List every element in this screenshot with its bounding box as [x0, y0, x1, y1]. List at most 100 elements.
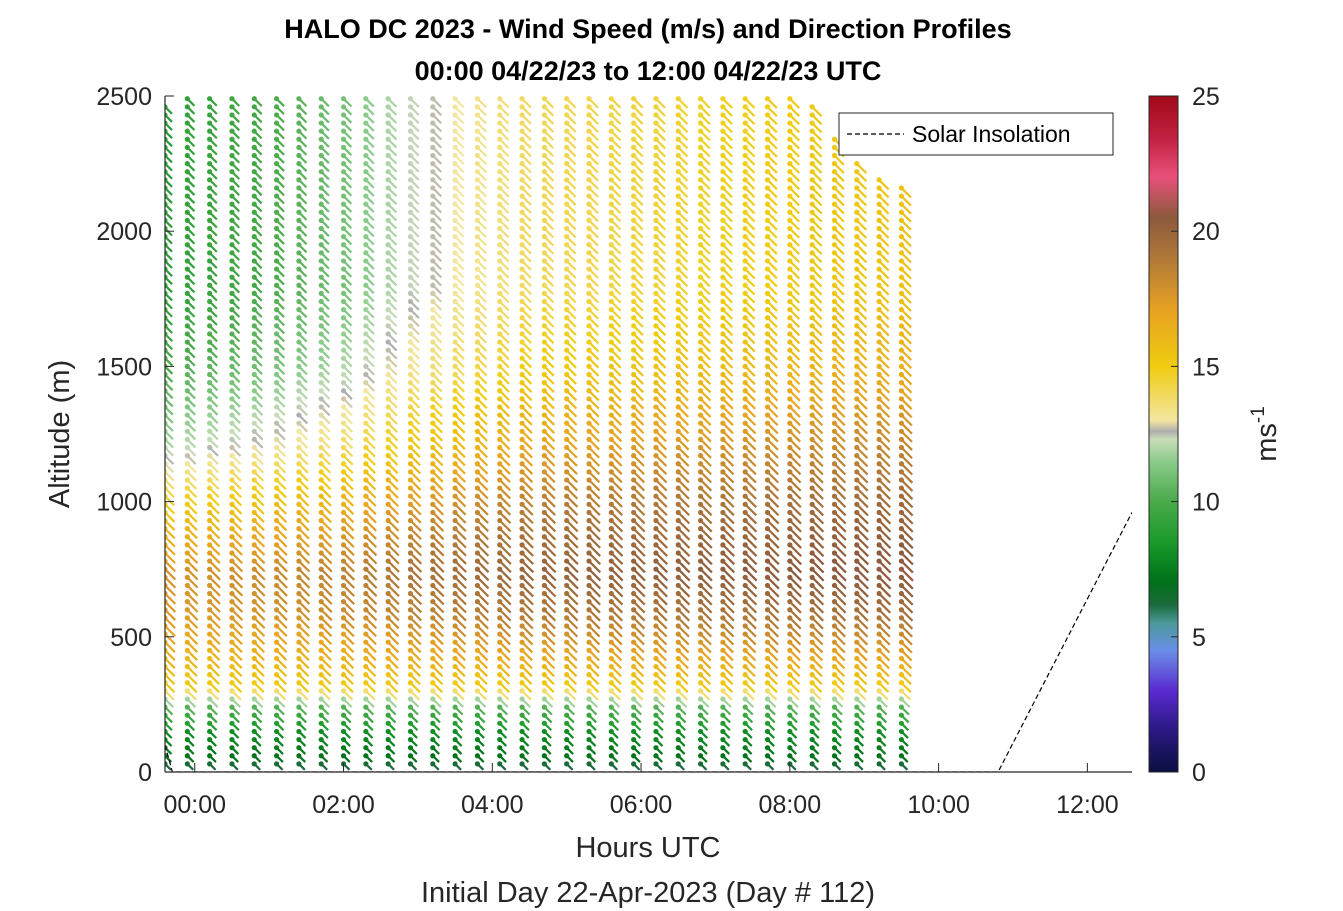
wind-barb-point [787, 307, 793, 313]
wind-barb-point [764, 323, 771, 329]
wind-barb-point [720, 745, 726, 751]
wind-barb-point [519, 753, 525, 759]
wind-barb-point [653, 599, 659, 605]
wind-barb-point [452, 607, 458, 613]
wind-barb-point [764, 347, 771, 353]
wind-barb-point [608, 453, 614, 459]
wind-barb-point [787, 736, 793, 743]
wind-barb-point [385, 436, 391, 443]
wind-barb-point [519, 266, 525, 272]
wind-barb-point [273, 193, 280, 199]
wind-barb-point [608, 331, 614, 337]
wind-barb-point [675, 274, 681, 280]
wind-barb-point [519, 104, 525, 110]
wind-barb-point [452, 761, 458, 767]
wind-barb-point [184, 112, 190, 118]
wind-barb-point [809, 655, 815, 662]
wind-barb-point [363, 590, 369, 597]
wind-barb-point [519, 501, 525, 507]
wind-barb-point [764, 185, 771, 191]
wind-barb-point [207, 282, 213, 288]
wind-barb-point [452, 590, 458, 597]
wind-barb-point [497, 485, 503, 491]
wind-barb-point [675, 534, 681, 540]
wind-barb-point [631, 745, 637, 751]
wind-barb-point [697, 615, 704, 621]
wind-barb-point [184, 477, 190, 483]
wind-barb-point [764, 712, 771, 718]
wind-barb-point [207, 680, 213, 686]
wind-barb-point [742, 282, 748, 288]
wind-barb-point [229, 745, 235, 751]
wind-barb-point [653, 720, 659, 726]
wind-barb-point [653, 509, 659, 516]
wind-barb-point [318, 161, 324, 167]
wind-barb-point [608, 371, 614, 378]
wind-barb-point [720, 607, 726, 613]
wind-barb-point [318, 558, 324, 564]
wind-barb-point [229, 380, 235, 386]
wind-barb-shaft [565, 527, 579, 541]
wind-barb-point [474, 169, 481, 175]
wind-barb-point [586, 152, 592, 159]
wind-barb-point [340, 607, 347, 613]
wind-barb-point [497, 396, 503, 402]
wind-barb-shaft [655, 592, 668, 606]
wind-barb-point [318, 388, 324, 394]
wind-barb-point [742, 761, 748, 767]
wind-barb-point [564, 404, 570, 410]
wind-barb-shaft [677, 544, 691, 557]
wind-barb-point [519, 534, 525, 540]
wind-barb-point [273, 152, 280, 159]
wind-barb-point [251, 136, 257, 142]
wind-barb-point [165, 599, 168, 605]
wind-barb-point [497, 380, 503, 386]
wind-barb-point [787, 582, 793, 589]
wind-barb-point [340, 526, 347, 532]
wind-barb-point [675, 485, 681, 491]
wind-barb-point [165, 680, 168, 686]
wind-barb-point [675, 623, 681, 629]
wind-barb-shaft [610, 552, 624, 566]
wind-barb-point [541, 396, 547, 402]
wind-barb-point [251, 225, 257, 232]
wind-barb-point [564, 615, 570, 621]
wind-barb-point [184, 282, 190, 288]
wind-barb-point [764, 745, 771, 751]
wind-barb-point [452, 485, 458, 491]
wind-barb-point [631, 461, 637, 467]
wind-barb-point [340, 128, 347, 134]
wind-barb-point [697, 461, 704, 467]
wind-barb-point [474, 152, 481, 159]
wind-barb-point [165, 347, 168, 353]
wind-barb-point [653, 266, 659, 272]
wind-barb-point [586, 201, 592, 207]
wind-barb-point [229, 298, 235, 305]
wind-barb-point [452, 477, 458, 483]
wind-barb-point [787, 477, 793, 483]
wind-barb-shaft [543, 544, 557, 557]
wind-barb-point [653, 501, 659, 507]
wind-barb-point [586, 120, 592, 126]
wind-barb-point [430, 290, 436, 296]
wind-barb-point [586, 582, 592, 589]
wind-barb-point [207, 436, 213, 443]
wind-barb-point [541, 282, 547, 288]
wind-barb-point [273, 315, 280, 321]
wind-barb-point [541, 331, 547, 337]
wind-barb-point [407, 290, 414, 296]
wind-barb-point [586, 388, 592, 394]
wind-barb-point [787, 323, 793, 329]
wind-barb-point [251, 363, 257, 369]
wind-barb-point [742, 517, 748, 524]
wind-barb-point [787, 225, 793, 232]
wind-barb-point [184, 736, 190, 743]
wind-barb-point [407, 355, 414, 361]
wind-barb-point [452, 720, 458, 726]
wind-barb-point [385, 736, 391, 743]
wind-barb-point [452, 412, 458, 418]
wind-barb-point [430, 477, 436, 483]
wind-barb-point [608, 96, 614, 102]
wind-barb-point [809, 315, 815, 321]
wind-barb-point [519, 307, 525, 313]
